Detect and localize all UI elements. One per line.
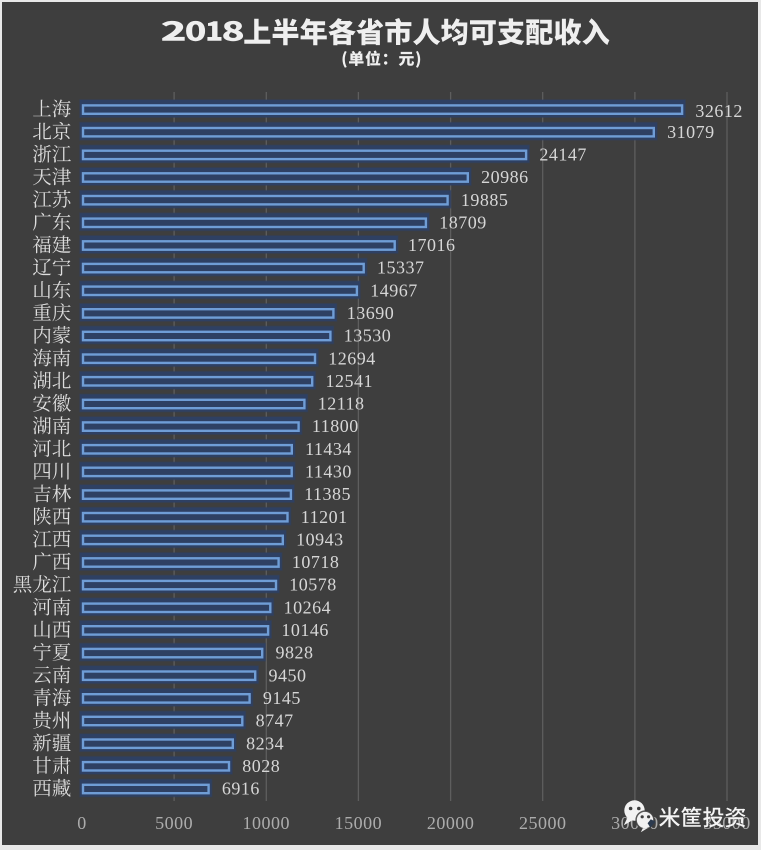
svg-text:20000: 20000 xyxy=(427,813,475,833)
svg-text:10578: 10578 xyxy=(289,575,337,595)
svg-text:15000: 15000 xyxy=(335,813,383,833)
svg-text:9828: 9828 xyxy=(276,643,314,663)
svg-text:11201: 11201 xyxy=(301,507,348,527)
svg-text:24147: 24147 xyxy=(539,145,587,165)
svg-text:11800: 11800 xyxy=(312,416,359,436)
svg-text:17016: 17016 xyxy=(408,235,456,255)
svg-text:8747: 8747 xyxy=(256,711,294,731)
svg-text:11434: 11434 xyxy=(305,439,352,459)
svg-text:10264: 10264 xyxy=(284,597,332,617)
svg-text:9145: 9145 xyxy=(263,688,301,708)
svg-text:10146: 10146 xyxy=(281,620,329,640)
svg-text:11385: 11385 xyxy=(304,484,351,504)
svg-text:25000: 25000 xyxy=(519,813,567,833)
svg-text:6916: 6916 xyxy=(222,779,260,799)
svg-text:8028: 8028 xyxy=(242,756,280,776)
svg-text:14967: 14967 xyxy=(370,280,418,300)
svg-text:32612: 32612 xyxy=(695,101,743,121)
svg-text:10000: 10000 xyxy=(243,813,291,833)
svg-text:18709: 18709 xyxy=(439,212,487,232)
svg-text:13530: 13530 xyxy=(344,326,392,346)
svg-text:20986: 20986 xyxy=(481,167,528,187)
svg-text:5000: 5000 xyxy=(155,813,193,833)
svg-text:15337: 15337 xyxy=(377,258,425,278)
svg-text:9450: 9450 xyxy=(269,665,307,685)
svg-text:31079: 31079 xyxy=(667,122,715,142)
svg-text:12541: 12541 xyxy=(326,371,374,391)
svg-text:19885: 19885 xyxy=(461,190,509,210)
svg-text:12694: 12694 xyxy=(328,348,376,368)
svg-text:13690: 13690 xyxy=(347,303,395,323)
svg-text:0: 0 xyxy=(77,813,87,833)
svg-text:11430: 11430 xyxy=(305,462,352,482)
svg-text:10943: 10943 xyxy=(296,530,344,550)
svg-text:12118: 12118 xyxy=(318,394,365,414)
svg-text:10718: 10718 xyxy=(292,552,340,572)
svg-text:8234: 8234 xyxy=(246,733,284,753)
